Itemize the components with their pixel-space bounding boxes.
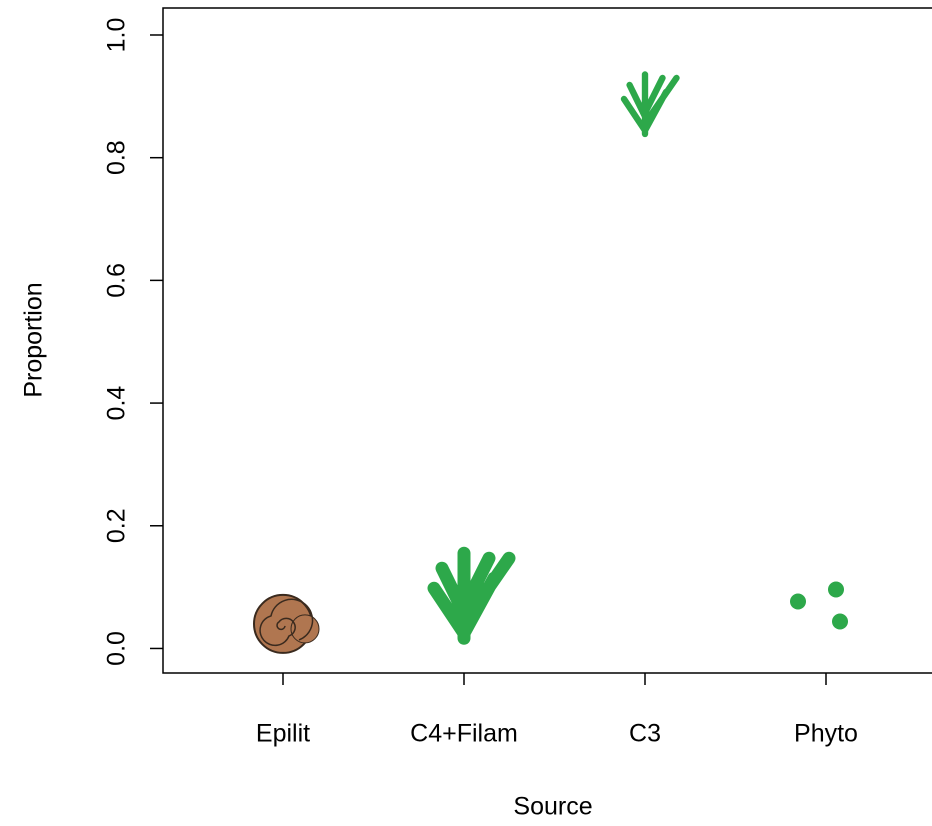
data-icon <box>790 582 848 630</box>
x-tick-label: C4+Filam <box>410 720 518 748</box>
x-tick-label: Phyto <box>794 720 858 748</box>
y-tick-label: 1.0 <box>103 18 131 53</box>
data-icon <box>434 553 509 638</box>
y-tick-label: 0.8 <box>103 140 131 175</box>
x-axis-label: Source <box>513 793 592 821</box>
plant-stems <box>624 74 677 134</box>
plot-frame <box>163 8 932 673</box>
y-tick-label: 0.2 <box>103 508 131 543</box>
cell <box>832 614 848 630</box>
y-tick-label: 0.4 <box>103 386 131 421</box>
plant-stems <box>434 553 509 638</box>
x-tick-label: C3 <box>629 720 661 748</box>
y-tick-label: 0.6 <box>103 263 131 298</box>
x-tick-label: Epilit <box>256 720 310 748</box>
cell <box>790 594 806 610</box>
data-icon <box>624 74 677 134</box>
y-axis-label: Proportion <box>20 282 48 397</box>
y-tick-label: 0.0 <box>103 631 131 666</box>
chart: Source Proportion 0.0 0.2 0.4 0.6 0.8 1.0 Epil… <box>0 0 932 826</box>
cell <box>828 582 844 598</box>
data-icon <box>254 595 319 653</box>
